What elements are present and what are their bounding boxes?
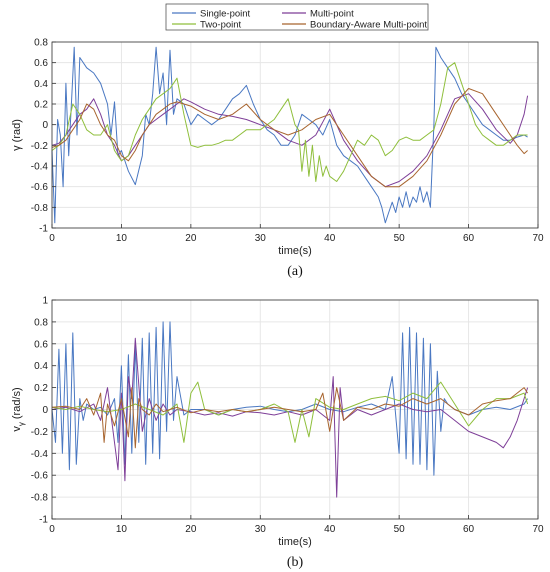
x-tick-label: 40	[324, 233, 336, 244]
series-line-multi-point	[51, 337, 529, 498]
x-axis-label: time(s)	[278, 245, 312, 257]
x-tick-label: 10	[116, 233, 128, 244]
y-tick-label: 0	[42, 120, 48, 131]
x-tick-label: 50	[394, 233, 406, 244]
x-axis-label: time(s)	[278, 536, 312, 548]
panel-a: 0 10 20 30 40 50 60 70 -1 -0.8 -0.6 -0.4 -0.2 0 0.2 0.4…	[11, 38, 544, 280]
y-tick-label: -0.2	[31, 427, 49, 438]
x-tick-label: 70	[532, 233, 544, 244]
x-tick-label: 30	[255, 233, 267, 244]
legend-entry-label: Single-point	[200, 9, 251, 20]
x-tick-label: 30	[255, 524, 267, 535]
y-tick-label: 0.4	[34, 79, 48, 90]
y-tick-label: 0.4	[34, 361, 48, 372]
x-tick-label: 0	[49, 233, 55, 244]
y-tick-label: -0.8	[31, 493, 49, 504]
x-tick-label: 60	[463, 233, 475, 244]
legend-entry-label: Two-point	[200, 20, 242, 31]
legend-box	[165, 3, 429, 31]
legend: Single-point Multi-point Two-point Boundary…	[165, 3, 429, 31]
y-tick-label: -0.2	[31, 141, 49, 152]
x-tick-label: 70	[532, 524, 544, 535]
y-tick-label: 0.2	[34, 100, 48, 111]
y-tick-label: -0.8	[31, 203, 49, 214]
series-group	[51, 321, 529, 498]
y-tick-label: 0.6	[34, 58, 48, 69]
axes-frame	[51, 41, 539, 229]
x-tick-label: 10	[116, 524, 128, 535]
panel-label: (b)	[287, 555, 304, 570]
y-tick-label: -1	[39, 515, 48, 526]
y-tick-label: -0.4	[31, 449, 49, 460]
series-line-boundary-aware	[51, 88, 528, 188]
y-tick-label: 0.8	[34, 317, 48, 328]
y-tick-label: -0.4	[31, 162, 49, 173]
y-axis-label: vγ (rad/s)	[11, 387, 26, 431]
y-tick-label: 0.8	[34, 38, 48, 49]
x-tick-label: 0	[49, 524, 55, 535]
x-tick-label: 20	[185, 524, 197, 535]
legend-entry-label: Boundary-Aware Multi-point	[310, 20, 427, 31]
y-tick-label: -0.6	[31, 471, 49, 482]
x-tick-label: 50	[394, 524, 406, 535]
x-tick-label: 40	[324, 524, 336, 535]
y-tick-label: 0.2	[34, 383, 48, 394]
series-group	[51, 46, 529, 224]
y-tick-label: 0	[42, 405, 48, 416]
y-tick-label: -0.6	[31, 182, 49, 193]
y-axis-label: γ (rad)	[11, 119, 23, 151]
y-tick-label: -1	[39, 224, 48, 235]
x-tick-label: 20	[185, 233, 197, 244]
x-tick-label: 60	[463, 524, 475, 535]
series-line-two-point	[51, 62, 528, 182]
series-line-single-point	[51, 46, 528, 224]
series-line-two-point	[51, 381, 529, 443]
y-tick-label: 0.6	[34, 339, 48, 350]
legend-entry-label: Multi-point	[310, 9, 354, 20]
panel-b: 0 10 20 30 40 50 60 70 -1 -0.8 -0.6 -0.4 -0.2 0 0.2 0.4…	[11, 296, 544, 571]
y-tick-label: 1	[42, 296, 48, 307]
panel-label: (a)	[287, 264, 303, 279]
series-line-boundary-aware	[51, 387, 529, 449]
